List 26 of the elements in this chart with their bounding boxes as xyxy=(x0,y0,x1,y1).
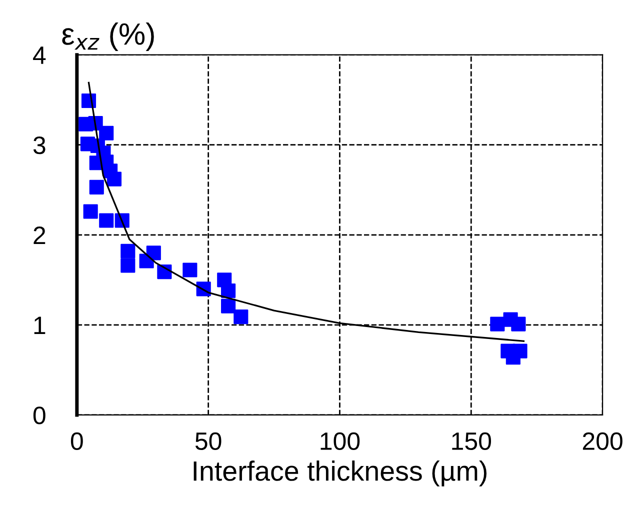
point xyxy=(106,172,122,186)
x-tick-label: 0 xyxy=(70,432,83,450)
point xyxy=(221,298,236,314)
point xyxy=(83,204,98,219)
x-tick-label: 200 xyxy=(582,432,622,450)
x-tick-label: 150 xyxy=(452,432,492,450)
point xyxy=(511,316,526,332)
x-axis-title: Interface thickness (µm) xyxy=(194,460,486,486)
point xyxy=(99,213,114,228)
x-tick-label: 50 xyxy=(195,432,222,450)
x-tick-label: 100 xyxy=(320,432,360,450)
point xyxy=(120,258,136,273)
point xyxy=(146,246,161,260)
point xyxy=(182,262,198,278)
y-tick-label: 0 xyxy=(33,406,46,424)
y-tick-label: 4 xyxy=(33,46,46,64)
point xyxy=(221,283,236,298)
y-tick-label: 1 xyxy=(34,316,46,334)
y-tick-label: 3 xyxy=(33,136,46,154)
y-tick-label: 2 xyxy=(34,226,46,244)
y-axis-title: ε$_{xz}$ (%) xyxy=(62,22,154,51)
point xyxy=(234,310,248,324)
point xyxy=(120,244,136,258)
point xyxy=(99,126,114,140)
point xyxy=(89,180,104,194)
point xyxy=(490,316,505,332)
